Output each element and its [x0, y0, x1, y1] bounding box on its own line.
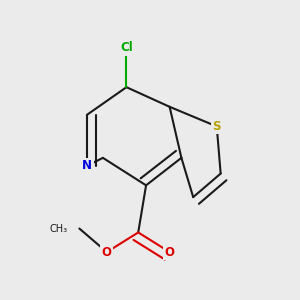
Text: N: N — [82, 159, 92, 172]
Text: S: S — [212, 120, 221, 133]
Text: CH₃: CH₃ — [50, 224, 68, 233]
Text: O: O — [102, 246, 112, 259]
Text: Cl: Cl — [120, 41, 133, 54]
Text: O: O — [165, 246, 175, 259]
